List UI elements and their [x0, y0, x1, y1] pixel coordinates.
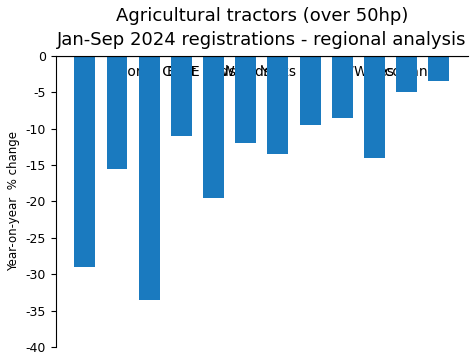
Bar [203, 56, 224, 198]
Bar [235, 56, 256, 143]
Bar [428, 56, 449, 81]
Bar [106, 56, 127, 169]
Bar [139, 56, 160, 300]
Bar [332, 56, 353, 118]
Bar [300, 56, 321, 125]
Bar [396, 56, 417, 92]
Bar [171, 56, 192, 136]
Bar [267, 56, 288, 154]
Bar [364, 56, 385, 157]
Y-axis label: Year-on-year  % change: Year-on-year % change [7, 131, 20, 272]
Bar [75, 56, 95, 267]
Title: Agricultural tractors (over 50hp)
Jan-Sep 2024 registrations - regional analysis: Agricultural tractors (over 50hp) Jan-Se… [57, 7, 466, 49]
